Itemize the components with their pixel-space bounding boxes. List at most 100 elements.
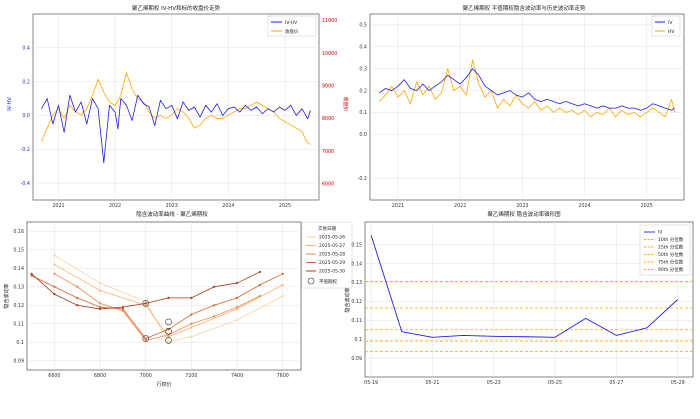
x-tick-label: 2025 <box>279 203 291 209</box>
y-tick-label: 0.0 <box>359 132 367 138</box>
smile-point <box>167 328 170 331</box>
smile-point <box>144 300 147 303</box>
legend-label: 2025-05-28 <box>319 252 345 258</box>
legend-label: 2025-05-30 <box>319 269 345 275</box>
smile-point <box>98 307 102 311</box>
smile-point <box>53 293 56 296</box>
x-tick-label: 7600 <box>277 373 289 379</box>
x-axis-ticks: 6600 6800 7000 7200 7400 7600 <box>48 373 289 379</box>
smile-point <box>98 281 102 285</box>
x-tick-label: 05-19 <box>364 380 378 386</box>
y-tick-label: 0.2 <box>22 79 30 85</box>
legend: IV HV <box>651 15 681 37</box>
smile-point <box>235 296 239 299</box>
legend-label: IV <box>668 20 673 26</box>
y2-tick-label: 10000 <box>322 51 337 57</box>
chart-title: 聚乙烯期权 隐含波动率锥形图 <box>487 210 561 218</box>
legend: 交易日期 2025-05-262025-05-272025-05-282025-… <box>301 221 353 289</box>
chart-title: 隐含波动率曲线 - 聚乙烯期权 <box>136 210 208 218</box>
legend-label: 10th 分位数 <box>658 236 684 243</box>
series-line-close-price <box>41 72 311 145</box>
legend-entries: 2025-05-26 2025-05-27 2025-05-28 2025-05-29… <box>306 235 345 275</box>
smile-point <box>53 263 56 266</box>
smile-point <box>190 322 193 325</box>
smile-point <box>213 304 216 307</box>
x-tick-label: 2022 <box>454 203 466 209</box>
plot-area <box>369 13 685 201</box>
x-axis-ticks: 2021 2022 2023 2024 2025 <box>52 203 291 209</box>
smile-point <box>98 302 102 305</box>
smile-point <box>121 307 124 311</box>
smile-point <box>76 296 79 299</box>
smile-point <box>281 283 284 286</box>
smile-point <box>235 306 239 309</box>
smile-point <box>144 339 147 342</box>
y-tick-label: 0.0 <box>22 113 30 119</box>
y-tick-label: 0.13 <box>13 284 24 290</box>
legend-label: 平值期权 <box>319 278 337 285</box>
smile-point <box>98 289 102 292</box>
x-tick-label: 05-27 <box>609 380 623 386</box>
smile-point <box>235 318 239 322</box>
x-tick-label: 2024 <box>578 203 590 209</box>
y-tick-label: 0.14 <box>13 266 24 272</box>
x-tick-label: 6600 <box>48 373 60 379</box>
x-tick-label: 2022 <box>109 203 121 209</box>
legend-label: 2025-05-26 <box>319 235 345 241</box>
y-tick-label: 0.4 <box>359 45 367 51</box>
legend-label: 50th 分位数 <box>658 251 684 258</box>
smile-point <box>258 270 261 274</box>
atm-marker <box>142 300 150 307</box>
y-tick-label: 0.16 <box>13 229 24 235</box>
smile-point <box>190 326 193 329</box>
smile-point <box>190 296 193 299</box>
legend-label: 25th 分位数 <box>658 244 684 251</box>
smile-point <box>258 294 261 298</box>
legend-title: 交易日期 <box>318 225 336 232</box>
smile-point <box>167 341 170 344</box>
x-axis-ticks: 05-19 05-21 05-23 05-25 05-27 05-29 <box>364 380 684 386</box>
y-axis-ticks: -0.4 -0.2 0.0 0.2 0.4 <box>21 46 30 187</box>
x-axis-label: 行权价 <box>156 381 171 388</box>
series-lines <box>365 235 693 352</box>
y2-tick-label: 11000 <box>322 18 337 24</box>
smile-line <box>31 273 283 339</box>
smile-line <box>54 273 261 341</box>
x-tick-label: 2021 <box>52 203 64 209</box>
y-tick-label: 0.5 <box>359 23 367 29</box>
smile-point <box>30 274 33 277</box>
x-tick-label: 7000 <box>140 373 152 379</box>
x-tick-label: 7400 <box>231 373 243 379</box>
legend-label: IV <box>658 230 663 236</box>
y-tick-label: 0.15 <box>13 247 24 253</box>
x-tick-label: 05-29 <box>671 380 685 386</box>
smile-point <box>76 285 79 288</box>
panel-iv-hv-trend: 聚乙烯期权 平值期权隐含波动率与历史波动率走势 -0.2 0.0 0.1 0.2 0.3… <box>358 4 685 209</box>
series-line-iv <box>379 68 675 111</box>
legend-label: 收盘价 <box>285 28 299 35</box>
y-tick-label: 0.14 <box>351 261 362 267</box>
y-tick-label: 0.12 <box>13 303 24 309</box>
y2-tick-label: 6000 <box>322 181 334 187</box>
y-tick-label: 0.11 <box>351 318 362 324</box>
grid <box>370 14 684 200</box>
smile-point <box>30 272 33 275</box>
smile-point <box>53 254 56 257</box>
y-tick-label: 0.4 <box>22 46 30 52</box>
x-tick-label: 05-21 <box>425 380 439 386</box>
series-lines <box>30 254 284 344</box>
y-tick-label: 0.2 <box>359 88 367 94</box>
x-tick-label: 2021 <box>392 203 404 209</box>
y-tick-label: 0.1 <box>359 110 367 116</box>
legend-label: 75th 分位数 <box>658 259 684 266</box>
legend-label: IV-HV <box>285 20 298 26</box>
smile-point <box>76 304 79 307</box>
series-line-iv <box>370 235 678 338</box>
chart-title: 聚乙烯期权 IV-HV和标的收盘价走势 <box>132 4 221 12</box>
smile-point <box>190 313 193 316</box>
y2-tick-label: 8000 <box>322 116 334 122</box>
plot-area <box>364 221 694 378</box>
y2-axis-ticks: 6000 7000 8000 9000 10000 11000 <box>322 18 337 187</box>
